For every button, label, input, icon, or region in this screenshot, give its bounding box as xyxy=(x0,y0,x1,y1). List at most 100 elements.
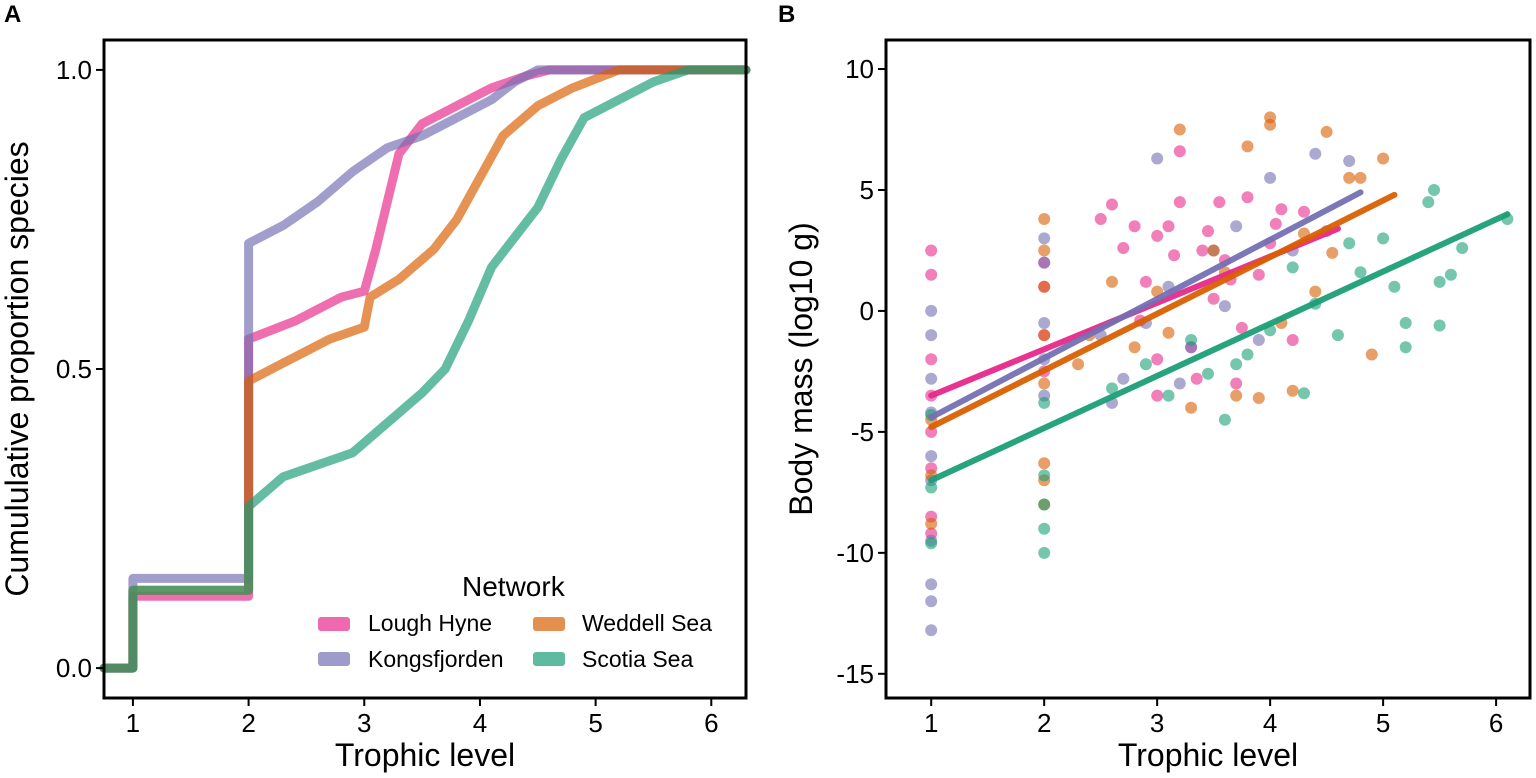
point-scotia-sea xyxy=(1202,367,1214,380)
point-weddell-sea xyxy=(1128,341,1141,354)
point-kongsfjorden xyxy=(1309,147,1322,160)
panel-a-series xyxy=(99,65,751,673)
panel-b-letter: B xyxy=(778,1,795,28)
point-lough-hyne xyxy=(1241,191,1254,204)
fit-line-kongsfjorden xyxy=(928,189,1364,421)
panel-a: A 1 2 3 4 5 6 0.0 0.5 1.0 Trophic level Cumulula… xyxy=(0,1,751,773)
point-kongsfjorden xyxy=(925,595,938,608)
point-scotia-sea xyxy=(1106,382,1118,395)
point-kongsfjorden xyxy=(1264,171,1277,184)
point-scotia-sea xyxy=(1354,266,1367,279)
point-weddell-sea xyxy=(1343,171,1356,184)
legend-title: Network xyxy=(462,571,566,602)
point-lough-hyne xyxy=(925,268,938,281)
point-weddell-sea xyxy=(1038,280,1051,293)
point-weddell-sea xyxy=(1038,213,1051,225)
point-lough-hyne xyxy=(1275,203,1288,216)
panel-a-x-label: Trophic level xyxy=(335,737,515,773)
point-lough-hyne xyxy=(1213,196,1226,209)
point-weddell-sea xyxy=(1309,285,1322,298)
point-lough-hyne xyxy=(1151,353,1164,366)
legend-swatch-weddell-sea xyxy=(533,617,565,631)
legend-swatch-kongsfjorden xyxy=(318,652,350,666)
panel-a-x-tick-label: 2 xyxy=(241,708,255,738)
panel-b-y-tick-label: -10 xyxy=(836,538,874,568)
point-weddell-sea xyxy=(1354,171,1367,184)
point-lough-hyne xyxy=(1235,321,1248,334)
point-scotia-sea xyxy=(1377,232,1390,245)
point-lough-hyne xyxy=(925,244,938,257)
point-weddell-sea xyxy=(1264,118,1277,131)
panel-b-y-tick-label: -15 xyxy=(836,659,874,689)
point-scotia-sea xyxy=(1331,329,1344,342)
panel-b-x-tick-label: 6 xyxy=(1489,708,1503,738)
point-weddell-sea xyxy=(1365,348,1378,361)
point-scotia-sea xyxy=(1185,334,1198,346)
panel-b-x-tick-label: 2 xyxy=(1037,708,1051,738)
point-scotia-sea xyxy=(1399,341,1412,354)
legend: Network Lough Hyne Weddell Sea Kongsfjor… xyxy=(318,571,712,672)
point-scotia-sea xyxy=(1422,196,1435,209)
point-weddell-sea xyxy=(1106,275,1118,288)
point-lough-hyne xyxy=(1298,205,1310,218)
panel-b-y-label: Body mass (log10 g) xyxy=(783,222,819,515)
panel-a-letter: A xyxy=(4,1,21,28)
point-scotia-sea xyxy=(1230,358,1243,371)
panel-a-y-tick-label: 0.5 xyxy=(56,354,92,384)
panel-b-x-tick-label: 3 xyxy=(1150,708,1164,738)
point-scotia-sea xyxy=(1298,387,1310,400)
point-scotia-sea xyxy=(1456,242,1469,254)
point-weddell-sea xyxy=(1185,401,1198,414)
point-lough-hyne xyxy=(1139,275,1152,288)
point-kongsfjorden xyxy=(1038,256,1051,269)
point-weddell-sea xyxy=(1326,246,1339,259)
panel-b-x-label: Trophic level xyxy=(1118,737,1298,773)
point-lough-hyne xyxy=(1190,372,1203,385)
panel-a-axes: 1 2 3 4 5 6 0.0 0.5 1.0 xyxy=(56,55,719,738)
point-scotia-sea xyxy=(1218,413,1231,426)
legend-label-kongsfjorden: Kongsfjorden xyxy=(368,646,504,672)
point-lough-hyne xyxy=(925,353,938,366)
point-scotia-sea xyxy=(1241,348,1254,361)
legend-swatch-scotia-sea xyxy=(533,652,565,666)
fit-line-scotia-sea xyxy=(928,211,1511,484)
panel-a-y-tick-label: 1.0 xyxy=(56,55,92,85)
point-weddell-sea xyxy=(1320,125,1333,138)
panel-b-y-tick-label: -5 xyxy=(851,417,874,447)
point-scotia-sea xyxy=(1038,396,1051,409)
point-lough-hyne xyxy=(1168,249,1181,262)
point-lough-hyne xyxy=(1151,389,1164,402)
point-scotia-sea xyxy=(1433,319,1446,332)
point-lough-hyne xyxy=(1173,196,1186,209)
point-scotia-sea xyxy=(1343,237,1356,250)
ecdf-line-scotia-sea xyxy=(99,65,751,673)
point-lough-hyne xyxy=(1151,229,1164,242)
point-weddell-sea xyxy=(1038,457,1051,470)
point-scotia-sea xyxy=(925,537,938,550)
point-kongsfjorden xyxy=(1343,155,1356,167)
point-weddell-sea xyxy=(1072,358,1085,371)
point-kongsfjorden xyxy=(1173,377,1186,390)
panel-b-fits xyxy=(928,189,1511,484)
point-weddell-sea xyxy=(1241,140,1254,153)
panel-b-y-tick-label: 5 xyxy=(860,175,874,205)
point-scotia-sea xyxy=(1428,184,1440,196)
point-scotia-sea xyxy=(1444,268,1457,281)
point-scotia-sea xyxy=(1399,317,1412,329)
point-lough-hyne xyxy=(1202,225,1214,238)
point-weddell-sea xyxy=(1377,152,1390,165)
panel-b-y-tick-label: 0 xyxy=(860,296,874,326)
point-kongsfjorden xyxy=(1230,220,1243,233)
point-kongsfjorden xyxy=(925,578,938,591)
point-kongsfjorden xyxy=(1218,300,1231,313)
point-scotia-sea xyxy=(1038,522,1051,535)
point-weddell-sea xyxy=(1038,244,1051,257)
panel-a-y-label: Cumululative proportion species xyxy=(0,141,35,596)
panel-b: B 1 2 3 4 5 6 10 5 0 -5 -10 -15 Trophic level Body … xyxy=(778,1,1532,773)
point-lough-hyne xyxy=(1162,220,1175,233)
point-kongsfjorden xyxy=(1117,372,1130,385)
point-kongsfjorden xyxy=(925,372,938,385)
point-weddell-sea xyxy=(1162,326,1175,339)
fit-line-weddell-sea xyxy=(928,191,1398,431)
